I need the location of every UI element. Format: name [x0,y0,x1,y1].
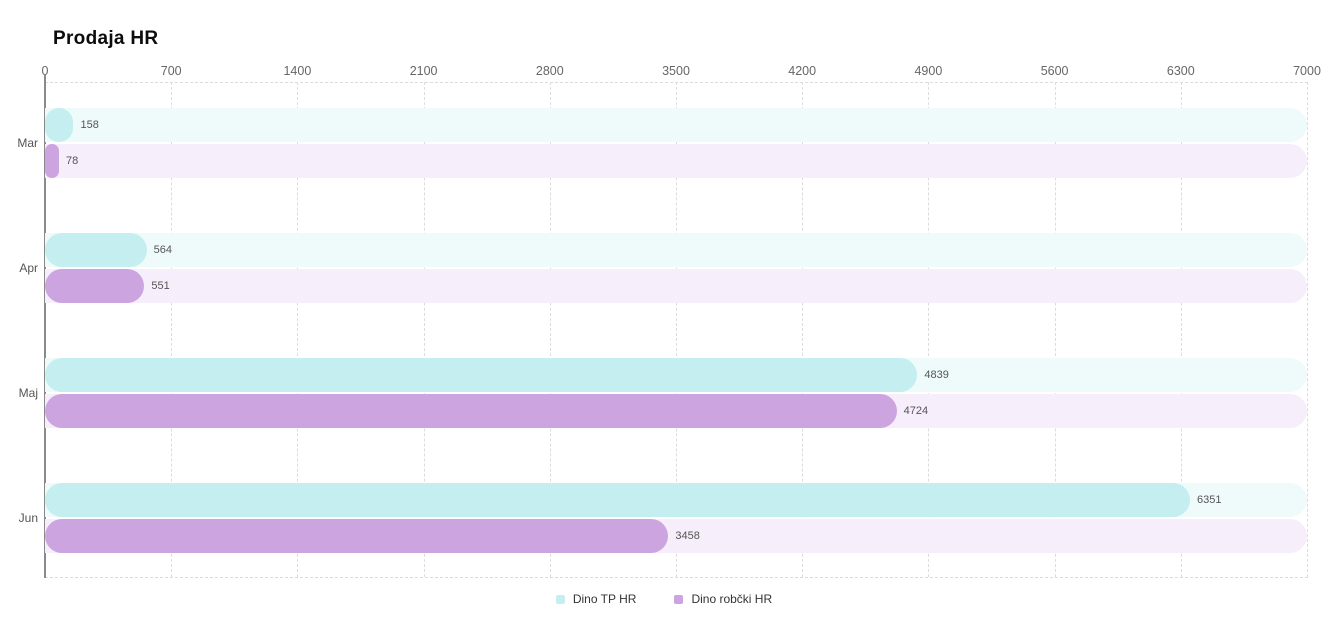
gridline-x-1400 [297,82,299,577]
bar-dino-robčki-hr-apr[interactable] [45,269,145,303]
y-axis-line [44,74,46,578]
x-tick-label-2800: 2800 [535,64,564,78]
x-tick-label-3500: 3500 [662,64,690,78]
gridline-x-5600 [1054,82,1056,577]
value-label-dino-robčki-hr-maj: 4724 [903,405,929,417]
gridline-x-4900 [928,82,930,577]
bar-dino-tp-hr-maj[interactable] [45,358,918,392]
value-label-dino-robčki-hr-jun: 3458 [675,530,700,542]
legend-label: Dino TP HR [572,592,637,606]
gridline-x-700 [171,82,173,577]
x-tick-label-7000: 7000 [1293,64,1321,78]
category-label-maj: Maj [18,386,38,400]
value-label-dino-robčki-hr-apr: 551 [151,280,170,292]
legend-item-dino-tp-hr[interactable]: Dino TP HR [555,592,637,606]
category-label-jun: Jun [18,511,38,525]
legend-swatch-icon [555,594,565,604]
bar-dino-robčki-hr-mar[interactable] [45,144,60,178]
x-tick-label-6300: 6300 [1166,64,1195,78]
value-label-dino-robčki-hr-mar: 78 [66,155,79,167]
value-label-dino-tp-hr-jun: 6351 [1196,494,1222,506]
x-tick-label-700: 700 [160,64,182,78]
gridline-x-4200 [802,82,804,577]
chart-title: Prodaja HR [53,28,159,49]
x-tick-label-4200: 4200 [788,64,817,78]
bar-dino-tp-hr-jun[interactable] [45,483,1190,517]
value-label-dino-tp-hr-maj: 4839 [924,369,949,381]
value-label-dino-tp-hr-apr: 564 [153,244,173,256]
bar-dino-robčki-hr-maj[interactable] [45,394,897,428]
bar-dino-tp-hr-apr[interactable] [45,233,147,267]
gridline-x-7000 [1307,82,1308,577]
bar-dino-tp-hr-mar[interactable] [45,108,74,142]
gridline-x-2100 [423,82,425,577]
legend-label: Dino robčki HR [691,592,773,606]
bar-track-dino-tp-hr-mar [45,108,1307,142]
gridline-bottom [45,577,1308,578]
x-tick-label-1400: 1400 [283,64,312,78]
gridline-x-6300 [1180,82,1182,577]
bar-dino-robčki-hr-jun[interactable] [45,519,669,553]
category-label-apr: Apr [19,261,38,275]
x-tick-label-5600: 5600 [1040,64,1069,78]
bar-track-dino-robčki-hr-mar [45,144,1307,178]
bar-track-dino-robčki-hr-apr [45,269,1307,303]
legend-swatch-icon [674,594,684,604]
value-label-dino-tp-hr-mar: 158 [80,119,99,131]
x-tick-label-0: 0 [41,64,49,78]
legend-item-dino-robčki-hr[interactable]: Dino robčki HR [674,592,772,606]
bar-track-dino-tp-hr-apr [45,233,1307,267]
gridline-x-3500 [676,82,677,577]
gridline-x-2800 [549,82,551,577]
x-tick-label-2100: 2100 [409,64,438,78]
legend: Dino TP HR Dino robčki HR [0,592,1328,606]
x-tick-label-4900: 4900 [914,64,943,78]
category-label-mar: Mar [17,136,38,150]
